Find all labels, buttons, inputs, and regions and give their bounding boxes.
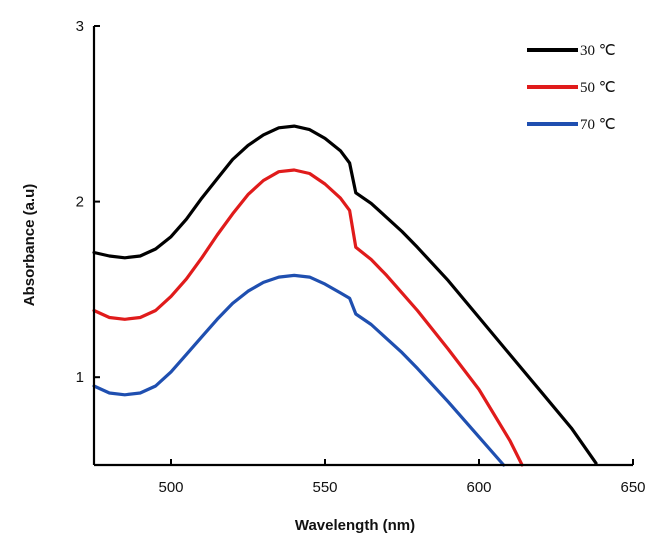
x-tick-label: 550 — [312, 479, 337, 496]
legend-label-0: 30 ℃ — [580, 43, 616, 59]
legend: 30 ℃ 50 ℃ 70 ℃ — [527, 43, 616, 133]
legend-label-1: 50 ℃ — [580, 80, 616, 96]
series-line-2 — [92, 273, 506, 467]
x-ticks: 500 550 600 650 — [158, 459, 646, 496]
x-axis-title: Wavelength (nm) — [295, 517, 415, 534]
legend-label-2: 70 ℃ — [580, 117, 616, 133]
y-axis-title: Absorbance (a.u) — [21, 184, 38, 307]
y-ticks: 1 2 3 — [76, 18, 100, 386]
plot-lines — [92, 124, 598, 467]
series-line-0 — [92, 124, 598, 465]
y-tick-label: 3 — [76, 18, 84, 35]
y-tick-label: 1 — [76, 369, 84, 386]
x-tick-label: 500 — [158, 479, 183, 496]
y-tick-label: 2 — [76, 194, 84, 211]
series-line-1 — [92, 168, 524, 467]
x-tick-label: 650 — [620, 479, 645, 496]
x-tick-label: 600 — [466, 479, 491, 496]
